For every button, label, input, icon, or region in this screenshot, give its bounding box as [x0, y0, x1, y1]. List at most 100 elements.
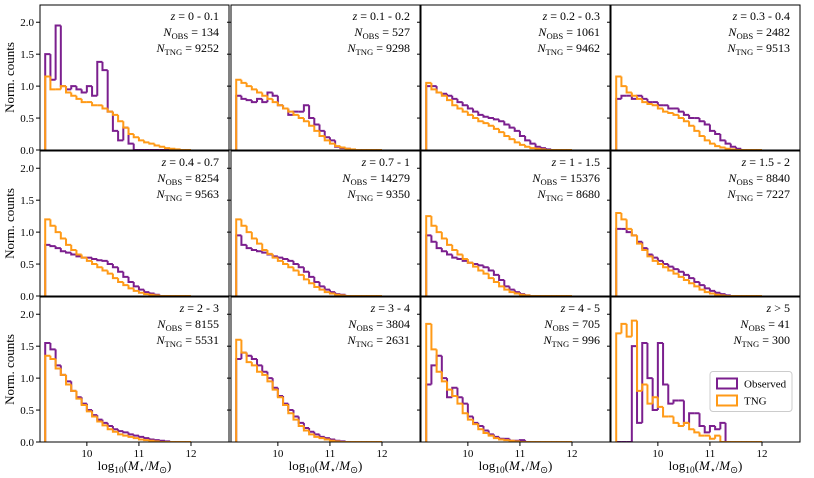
histogram-step	[148, 142, 155, 145]
histogram-step	[698, 281, 705, 287]
histogram-step	[80, 398, 87, 406]
panel-background	[421, 151, 610, 296]
histogram-step	[482, 114, 489, 118]
histogram-step	[261, 251, 268, 254]
text-part: TNG	[545, 193, 563, 203]
histogram-step	[313, 125, 320, 132]
histogram-step	[513, 127, 520, 132]
plot-area	[235, 218, 382, 296]
histogram-step	[724, 422, 731, 442]
y-tick-label: 1.0	[20, 373, 34, 385]
histogram-step	[240, 79, 247, 84]
histogram-step	[153, 294, 160, 296]
histogram-step	[667, 111, 674, 114]
text-part: (	[505, 458, 509, 473]
histogram-step	[169, 147, 176, 150]
text-part: TNG	[735, 47, 753, 57]
panel-background	[40, 5, 229, 150]
histogram-step	[524, 135, 531, 142]
text-part: log	[669, 458, 686, 473]
annotation: z = 0 - 0.1	[170, 9, 219, 23]
histogram-step	[662, 264, 669, 269]
histogram-step	[245, 225, 252, 234]
text-part: = 15376	[557, 171, 600, 185]
histogram-step	[271, 253, 278, 259]
text-part: OBS	[552, 323, 569, 333]
histogram-step	[625, 323, 632, 338]
histogram-step	[313, 434, 320, 438]
text-part: M	[147, 458, 160, 473]
text-part: 10	[495, 466, 505, 476]
histogram-step	[70, 85, 77, 90]
x-tick-label: 11	[134, 448, 145, 460]
panel-frame	[39, 4, 230, 151]
text-part: /	[145, 458, 149, 473]
text-part: OBS	[165, 323, 182, 333]
text-part: z	[560, 301, 566, 315]
text-part: N	[536, 41, 546, 55]
histogram-step	[132, 288, 139, 292]
histogram-step	[630, 228, 638, 237]
histogram-step	[693, 429, 700, 434]
histogram-step	[44, 75, 51, 150]
text-part: OBS	[356, 323, 373, 333]
histogram-step	[513, 440, 520, 442]
histogram-step	[472, 262, 479, 268]
histogram-step	[714, 293, 721, 296]
histogram-step	[240, 95, 247, 100]
histogram-step	[49, 219, 56, 227]
histogram-step	[430, 323, 437, 351]
histogram-step	[235, 218, 242, 296]
histogram-step	[117, 130, 124, 142]
annotation: z = 0.3 - 0.4	[732, 9, 790, 23]
histogram-step	[641, 341, 648, 423]
histogram-step	[80, 98, 87, 104]
histogram-step	[308, 121, 315, 127]
histogram-step	[672, 266, 679, 271]
histogram-step	[122, 281, 129, 287]
histogram-step	[446, 95, 453, 102]
histogram-step	[688, 274, 695, 280]
histogram-step	[682, 271, 690, 276]
text-part: N	[727, 25, 737, 39]
text-part: = 9513	[753, 41, 790, 55]
histogram-step	[111, 111, 119, 116]
x-tick-label: 10	[81, 448, 93, 460]
histogram-step	[708, 435, 716, 440]
histogram-step	[256, 97, 263, 103]
histogram-step	[615, 332, 622, 442]
annotation: z = 0.2 - 0.3	[542, 9, 600, 23]
histogram-step	[158, 145, 165, 148]
text-part: OBS	[362, 31, 379, 41]
text-part: N	[536, 187, 546, 201]
histogram-step	[708, 425, 716, 433]
legend-label: Observed	[744, 379, 787, 391]
annotation: NTNG = 5531	[155, 333, 219, 349]
text-part: )	[548, 458, 552, 473]
histogram-step	[667, 105, 674, 110]
histogram-step	[518, 142, 526, 146]
histogram-step	[318, 287, 325, 291]
plot-area	[615, 211, 762, 296]
histogram-step	[677, 114, 684, 120]
histogram-step	[261, 92, 268, 97]
histogram-step	[698, 432, 705, 437]
annotation: NTNG = 9462	[536, 41, 600, 57]
histogram-step	[440, 92, 448, 97]
histogram-step	[518, 439, 526, 442]
histogram-step	[302, 426, 310, 432]
histogram-step	[261, 243, 268, 252]
annotation: z = 1 - 1.5	[551, 155, 600, 169]
annotation: NOBS = 8254	[156, 171, 219, 187]
annotation: NTNG = 9298	[346, 41, 410, 57]
histogram-step	[477, 111, 484, 116]
text-part: ⋆	[520, 466, 526, 476]
x-tick-label: 11	[515, 448, 526, 460]
text-part: N	[162, 25, 172, 39]
histogram-step	[266, 374, 273, 383]
histogram-step	[714, 143, 721, 148]
histogram-step	[461, 403, 468, 415]
annotation: z = 4 - 5	[560, 301, 600, 315]
text-part: N	[155, 333, 165, 347]
histogram-step	[477, 118, 484, 123]
